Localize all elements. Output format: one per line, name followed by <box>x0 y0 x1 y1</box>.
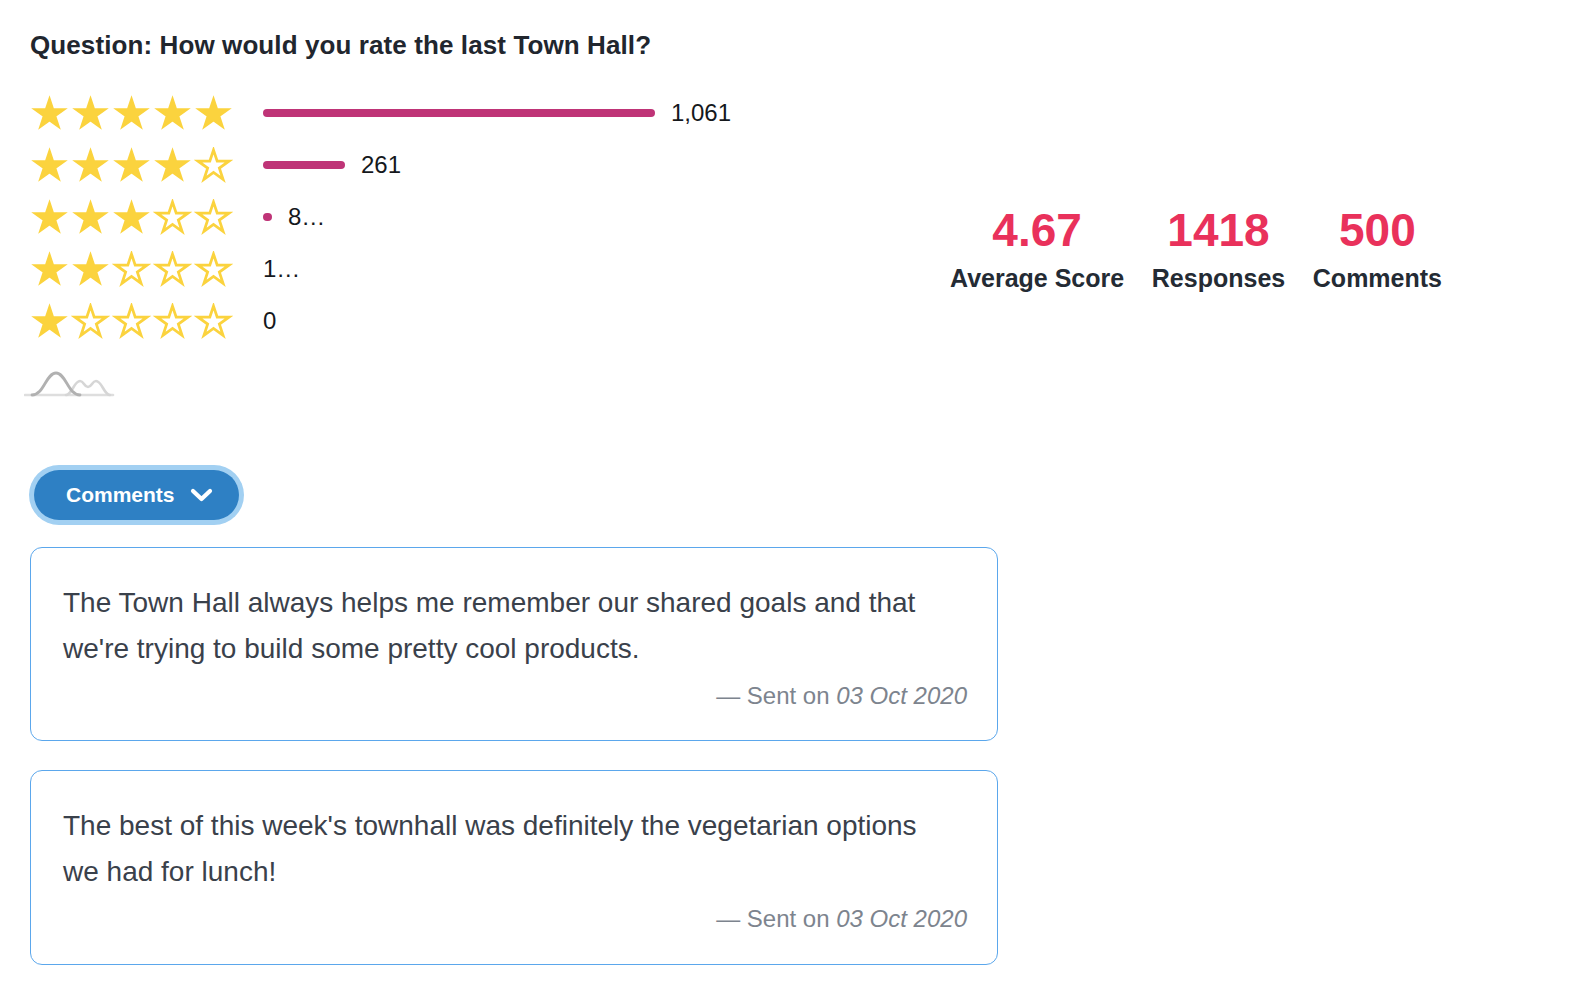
stat-responses: 1418 Responses <box>1152 204 1285 293</box>
comments-count-label: Comments <box>1313 264 1442 293</box>
rating-bar <box>263 161 345 169</box>
comment-text: The best of this week's townhall was def… <box>63 803 943 895</box>
star-outline-icon <box>194 147 233 184</box>
comment-card: The best of this week's townhall was def… <box>30 770 998 965</box>
sent-prefix: — Sent on <box>716 905 829 932</box>
comment-card: The Town Hall always helps me remember o… <box>30 547 998 741</box>
star-outline-icon <box>153 251 192 288</box>
average-score-value: 4.67 <box>950 204 1124 256</box>
rating-bar <box>263 109 655 117</box>
star-rating-3 <box>30 199 263 236</box>
comments-count-value: 500 <box>1313 204 1442 256</box>
rating-count: 1… <box>263 255 300 283</box>
star-outline-icon <box>112 303 151 340</box>
rating-distribution-chart: 1,061 261 8… 1… <box>30 87 731 347</box>
star-outline-icon <box>112 251 151 288</box>
comments-button-label: Comments <box>66 483 175 507</box>
star-icon <box>30 95 69 132</box>
responses-value: 1418 <box>1152 204 1285 256</box>
comment-sent-line: — Sent on 03 Oct 2020 <box>63 905 967 933</box>
star-icon <box>112 199 151 236</box>
comments-toggle-button[interactable]: Comments <box>34 470 239 520</box>
star-icon <box>153 147 192 184</box>
chevron-down-icon <box>190 488 213 503</box>
rating-bar <box>263 213 272 221</box>
star-outline-icon <box>194 199 233 236</box>
star-rating-5 <box>30 95 263 132</box>
distribution-sparkline-icon <box>24 368 116 400</box>
rating-count: 0 <box>263 307 276 335</box>
stat-average-score: 4.67 Average Score <box>950 204 1124 293</box>
sent-date: 03 Oct 2020 <box>836 682 967 709</box>
star-icon <box>71 147 110 184</box>
rating-row-3-stars: 8… <box>30 191 731 243</box>
sent-prefix: — Sent on <box>716 682 829 709</box>
star-outline-icon <box>153 303 192 340</box>
comment-sent-line: — Sent on 03 Oct 2020 <box>63 682 967 710</box>
average-score-label: Average Score <box>950 264 1124 293</box>
rating-count: 8… <box>288 203 325 231</box>
star-outline-icon <box>194 303 233 340</box>
stat-comments: 500 Comments <box>1313 204 1442 293</box>
page-title: Question: How would you rate the last To… <box>30 30 651 61</box>
rating-row-5-stars: 1,061 <box>30 87 731 139</box>
summary-stats: 4.67 Average Score 1418 Responses 500 Co… <box>950 204 1442 293</box>
star-outline-icon <box>194 251 233 288</box>
star-rating-4 <box>30 147 263 184</box>
star-icon <box>112 95 151 132</box>
star-rating-2 <box>30 251 263 288</box>
star-icon <box>30 303 69 340</box>
sent-date: 03 Oct 2020 <box>836 905 967 932</box>
star-icon <box>71 251 110 288</box>
star-outline-icon <box>153 199 192 236</box>
star-icon <box>30 199 69 236</box>
star-icon <box>194 95 233 132</box>
rating-row-1-star: 0 <box>30 295 731 347</box>
rating-row-2-stars: 1… <box>30 243 731 295</box>
star-icon <box>112 147 151 184</box>
rating-row-4-stars: 261 <box>30 139 731 191</box>
star-outline-icon <box>71 303 110 340</box>
star-icon <box>71 199 110 236</box>
comment-text: The Town Hall always helps me remember o… <box>63 580 943 672</box>
star-icon <box>153 95 192 132</box>
star-icon <box>30 251 69 288</box>
star-icon <box>71 95 110 132</box>
responses-label: Responses <box>1152 264 1285 293</box>
star-icon <box>30 147 69 184</box>
rating-count: 261 <box>361 151 401 179</box>
rating-count: 1,061 <box>671 99 731 127</box>
star-rating-1 <box>30 303 263 340</box>
